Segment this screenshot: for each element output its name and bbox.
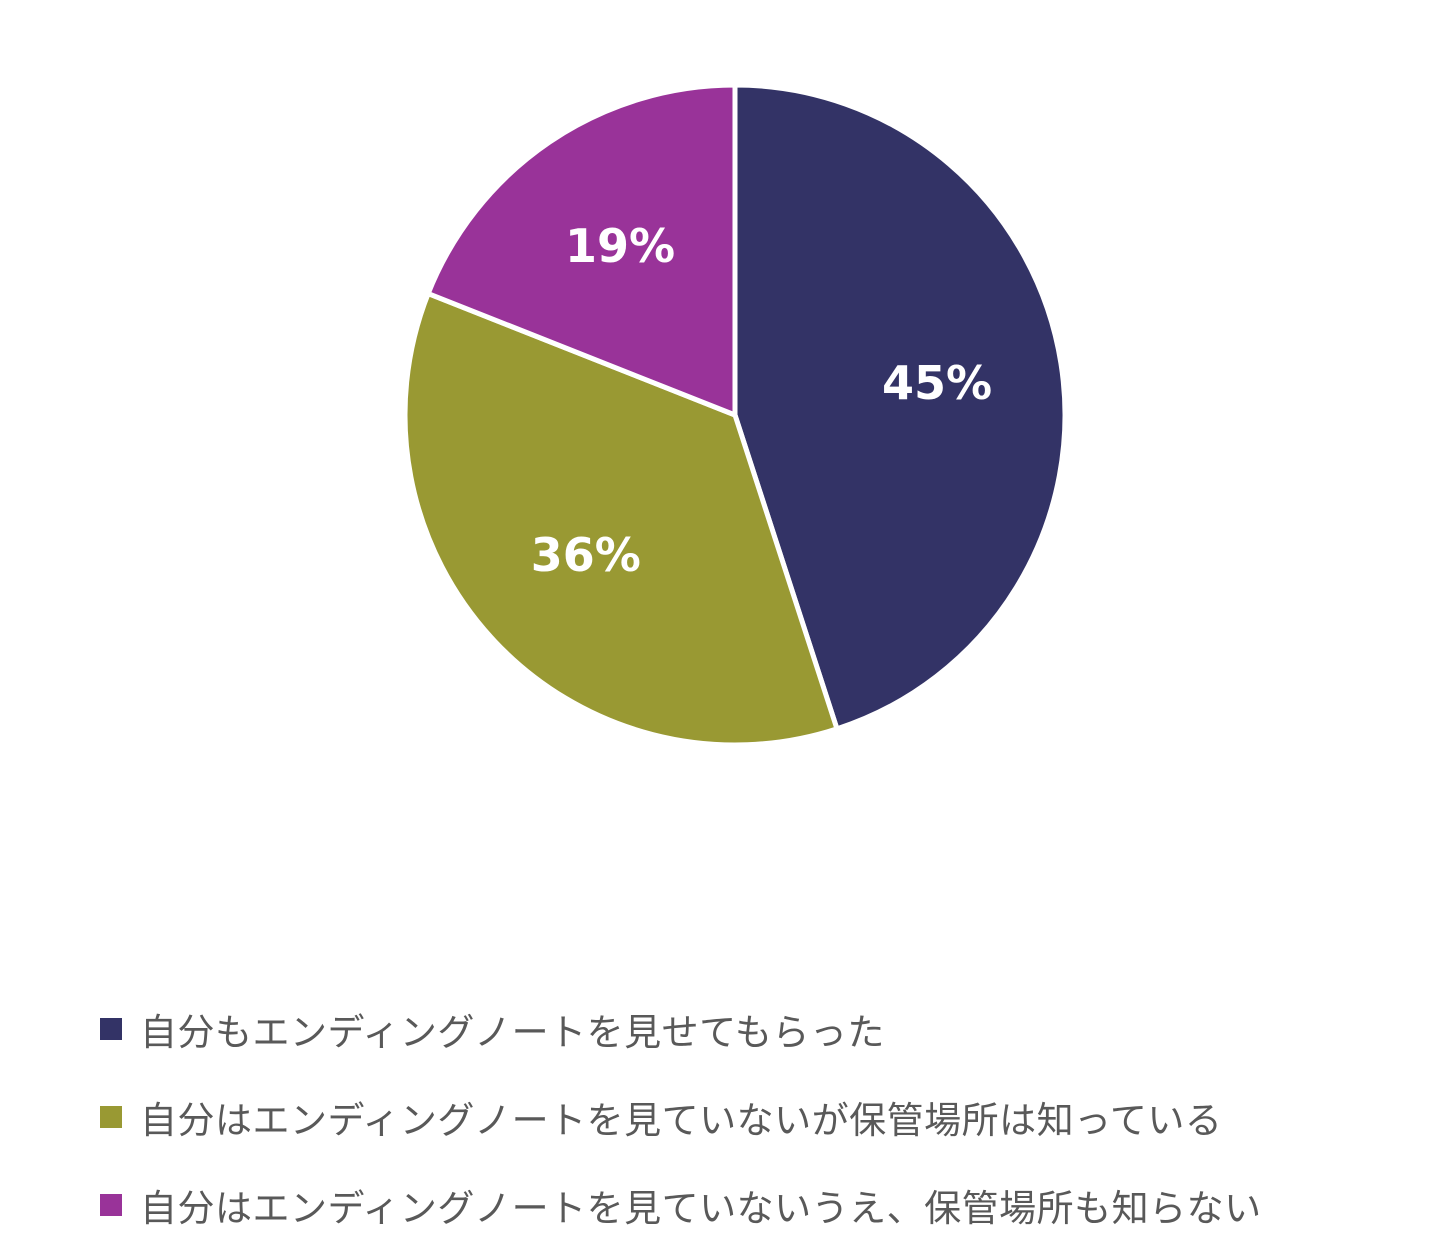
pie-slice — [732, 82, 1068, 732]
legend-label: 自分はエンディングノートを見ていないうえ、保管場所も知らない — [140, 1187, 1262, 1230]
legend-swatch — [100, 1194, 122, 1216]
pie-chart: 45% 36% 19% — [402, 82, 1068, 748]
pie-data-labels: 45% 36% 19% — [531, 219, 992, 582]
legend-item: 自分はエンディングノートを見ていないうえ、保管場所も知らない — [100, 1161, 1440, 1249]
pie-data-label: 36% — [531, 528, 641, 582]
pie-data-label: 45% — [882, 356, 992, 410]
legend-swatch — [100, 1018, 122, 1040]
pie-slices — [402, 82, 1068, 748]
legend-item: 自分もエンディングノートを見せてもらった — [100, 985, 1440, 1073]
pie-slice — [425, 82, 738, 418]
pie-data-label: 19% — [565, 219, 675, 273]
legend: 自分もエンディングノートを見せてもらった自分はエンディングノートを見ていないが保… — [100, 985, 1440, 1249]
legend-item: 自分はエンディングノートを見ていないが保管場所は知っている — [100, 1073, 1440, 1161]
legend-label: 自分はエンディングノートを見ていないが保管場所は知っている — [140, 1099, 1223, 1142]
pie-chart-svg: 45% 36% 19% — [402, 82, 1068, 748]
pie-slice — [402, 291, 840, 748]
legend-label: 自分もエンディングノートを見せてもらった — [140, 1011, 885, 1054]
legend-swatch — [100, 1106, 122, 1128]
